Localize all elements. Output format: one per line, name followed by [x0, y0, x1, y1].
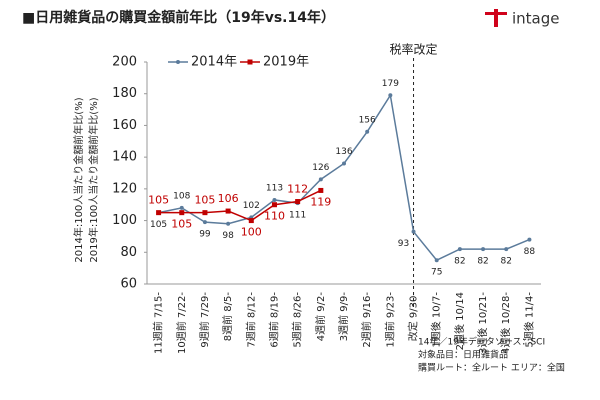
data-label: 99 [199, 230, 211, 240]
x-tick-label: 5週後 11/4- [522, 292, 535, 348]
line [158, 93, 530, 262]
marker [318, 177, 323, 182]
x-tick-label: 改定 9/30- [407, 292, 420, 342]
data-label: 111 [289, 211, 306, 221]
marker [388, 93, 393, 98]
line [158, 189, 322, 222]
x-tick-label: 1週前 9/23- [383, 292, 396, 348]
marker [481, 247, 486, 252]
x-tick-label: 10週前 7/22- [175, 292, 188, 354]
data-label: 108 [173, 191, 190, 201]
data-label: 136 [335, 147, 352, 157]
data-label: 105 [194, 194, 215, 207]
marker [411, 229, 416, 234]
y-tick-label: 160 [112, 118, 137, 133]
legend-marker [176, 60, 180, 64]
legend-label: 2014年 [191, 55, 237, 70]
logo-mark [494, 9, 498, 27]
x-tick-label: 11週前 7/15- [152, 292, 165, 354]
x-tick-label: 9週前 7/29- [198, 292, 211, 348]
data-label: 106 [218, 192, 239, 205]
y-axis-label: 2014年:100人当たり金額前年比(%) [72, 97, 85, 262]
data-label: 126 [312, 163, 329, 173]
data-label: 105 [171, 218, 192, 231]
y-tick-label: 200 [112, 55, 137, 70]
marker [226, 221, 231, 226]
y-tick-label: 100 [112, 213, 137, 228]
marker [457, 247, 462, 252]
data-label: 88 [524, 247, 536, 257]
marker [272, 197, 277, 202]
marker [434, 258, 439, 263]
x-tick-label: 3週前 9/9- [337, 292, 350, 342]
marker [225, 208, 231, 214]
data-label: 82 [501, 257, 512, 267]
x-tick-label: 1週後 10/7- [430, 292, 443, 348]
marker [504, 247, 509, 252]
data-label: 105 [150, 220, 167, 230]
logo-mark [485, 12, 507, 15]
marker [527, 237, 532, 242]
note: 14年／19年データソース：SCI [418, 336, 545, 348]
marker [156, 210, 162, 216]
marker [295, 199, 301, 205]
marker [202, 220, 207, 225]
data-label: 82 [477, 257, 488, 267]
data-label: 119 [310, 195, 331, 208]
data-label: 100 [241, 226, 262, 239]
x-tick-label: 6週前 8/19- [267, 292, 280, 348]
data-label: 102 [243, 201, 260, 211]
marker [248, 218, 254, 224]
y-tick-label: 60 [120, 277, 137, 292]
note: 対象品目：日用雑貨品 [418, 349, 508, 361]
data-label: 113 [266, 183, 283, 193]
y-tick-label: 80 [120, 245, 137, 260]
logo-text: intage [512, 10, 560, 28]
x-tick-label: 2週前 9/16- [360, 292, 373, 348]
data-label: 105 [148, 194, 169, 207]
y-tick-label: 180 [112, 86, 137, 101]
data-label: 112 [287, 183, 308, 196]
logo: intage [485, 9, 560, 28]
y-axis-label: 2019年:100人当たり金額前年比(%) [87, 97, 100, 262]
legend-label: 2019年 [263, 55, 309, 70]
legend-marker [247, 59, 253, 65]
data-label: 75 [431, 268, 442, 278]
x-tick-label: 4週後 10/28- [499, 292, 512, 354]
x-tick-label: 3週後 10/21- [476, 292, 489, 354]
x-tick-label: 5週前 8/26- [291, 292, 304, 348]
y-tick-label: 120 [112, 181, 137, 196]
marker [179, 205, 184, 210]
data-label: 98 [222, 231, 234, 241]
marker [179, 210, 185, 216]
data-label: 156 [359, 115, 376, 125]
annotation: 税率改定 [390, 42, 438, 57]
marker [202, 210, 208, 216]
data-label: 110 [264, 210, 285, 223]
data-label: 179 [382, 79, 399, 89]
data-label: 93 [398, 239, 409, 249]
x-tick-label: 4週前 9/2- [314, 292, 327, 342]
y-tick-label: 140 [112, 150, 137, 165]
chart-title: ■日用雑貨品の購買金額前年比（19年vs.14年） [22, 9, 335, 26]
marker [318, 187, 324, 193]
marker [365, 129, 370, 134]
marker [271, 202, 277, 208]
x-tick-label: 7週前 8/12- [244, 292, 257, 348]
marker [342, 161, 346, 166]
x-tick-label: 2週後 10/14 [453, 292, 466, 350]
data-label: 82 [454, 257, 465, 267]
note: 購買ルート：全ルート エリア：全国 [418, 362, 565, 374]
x-tick-label: 8週前 8/5- [221, 292, 234, 342]
